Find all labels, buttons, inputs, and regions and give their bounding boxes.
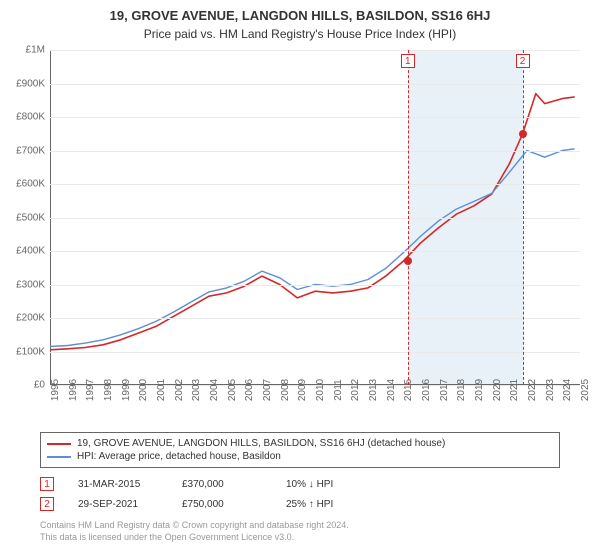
x-tick-label: 2017 bbox=[439, 379, 450, 401]
x-tick-label: 1995 bbox=[50, 379, 61, 401]
transaction-row: 2 29-SEP-2021 £750,000 25% ↑ HPI bbox=[40, 494, 366, 514]
footer-line-2: This data is licensed under the Open Gov… bbox=[40, 532, 349, 544]
transaction-table: 1 31-MAR-2015 £370,000 10% ↓ HPI 2 29-SEP-202… bbox=[40, 474, 366, 514]
transaction-point bbox=[404, 257, 412, 265]
transaction-vline bbox=[523, 50, 524, 385]
gridline bbox=[50, 285, 580, 286]
transaction-date: 29-SEP-2021 bbox=[78, 499, 158, 510]
transaction-date: 31-MAR-2015 bbox=[78, 479, 158, 490]
footer-line-1: Contains HM Land Registry data © Crown c… bbox=[40, 520, 349, 532]
y-tick-label: £900K bbox=[16, 78, 45, 89]
transaction-delta: 10% ↓ HPI bbox=[286, 479, 366, 490]
gridline bbox=[50, 318, 580, 319]
x-tick-label: 1996 bbox=[68, 379, 79, 401]
x-tick-label: 2004 bbox=[209, 379, 220, 401]
gridline bbox=[50, 84, 580, 85]
x-tick-label: 2020 bbox=[492, 379, 503, 401]
legend-item: HPI: Average price, detached house, Basi… bbox=[47, 450, 553, 463]
legend-swatch bbox=[47, 456, 71, 458]
x-tick-label: 2007 bbox=[262, 379, 273, 401]
x-tick-label: 1999 bbox=[121, 379, 132, 401]
legend-item: 19, GROVE AVENUE, LANGDON HILLS, BASILDO… bbox=[47, 437, 553, 450]
transaction-row-marker: 1 bbox=[40, 477, 54, 491]
legend-box: 19, GROVE AVENUE, LANGDON HILLS, BASILDO… bbox=[40, 432, 560, 468]
y-tick-label: £1M bbox=[26, 45, 45, 56]
gridline bbox=[50, 117, 580, 118]
gridline bbox=[50, 218, 580, 219]
x-tick-label: 2022 bbox=[527, 379, 538, 401]
transaction-row: 1 31-MAR-2015 £370,000 10% ↓ HPI bbox=[40, 474, 366, 494]
x-tick-label: 2025 bbox=[580, 379, 591, 401]
gridline bbox=[50, 251, 580, 252]
transaction-delta: 25% ↑ HPI bbox=[286, 499, 366, 510]
legend-swatch bbox=[47, 443, 71, 445]
series-property bbox=[50, 94, 575, 350]
y-tick-label: £400K bbox=[16, 246, 45, 257]
x-tick-label: 2008 bbox=[280, 379, 291, 401]
x-tick-label: 2001 bbox=[156, 379, 167, 401]
x-tick-label: 2010 bbox=[315, 379, 326, 401]
y-tick-label: £200K bbox=[16, 313, 45, 324]
legend-label: HPI: Average price, detached house, Basi… bbox=[77, 451, 281, 462]
transaction-price: £750,000 bbox=[182, 499, 262, 510]
x-tick-label: 2009 bbox=[297, 379, 308, 401]
x-tick-label: 2016 bbox=[421, 379, 432, 401]
y-tick-label: £500K bbox=[16, 212, 45, 223]
transaction-point bbox=[519, 130, 527, 138]
x-tick-label: 2021 bbox=[509, 379, 520, 401]
y-tick-label: £100K bbox=[16, 346, 45, 357]
x-tick-label: 2013 bbox=[368, 379, 379, 401]
gridline bbox=[50, 50, 580, 51]
y-tick-label: £700K bbox=[16, 145, 45, 156]
chart-subtitle: Price paid vs. HM Land Registry's House … bbox=[0, 23, 600, 41]
transaction-marker: 2 bbox=[516, 54, 530, 68]
gridline bbox=[50, 184, 580, 185]
x-tick-label: 2014 bbox=[386, 379, 397, 401]
x-tick-label: 2005 bbox=[227, 379, 238, 401]
x-tick-label: 2018 bbox=[456, 379, 467, 401]
x-tick-label: 1998 bbox=[103, 379, 114, 401]
x-tick-label: 2011 bbox=[333, 379, 344, 401]
y-tick-label: £800K bbox=[16, 112, 45, 123]
y-tick-label: £600K bbox=[16, 179, 45, 190]
transaction-marker: 1 bbox=[401, 54, 415, 68]
chart-title: 19, GROVE AVENUE, LANGDON HILLS, BASILDO… bbox=[0, 0, 600, 23]
x-tick-label: 2015 bbox=[403, 379, 414, 401]
x-tick-label: 2019 bbox=[474, 379, 485, 401]
transaction-row-marker: 2 bbox=[40, 497, 54, 511]
x-tick-label: 1997 bbox=[85, 379, 96, 401]
y-tick-label: £0 bbox=[34, 380, 45, 391]
x-tick-label: 2003 bbox=[191, 379, 202, 401]
gridline bbox=[50, 151, 580, 152]
y-tick-label: £300K bbox=[16, 279, 45, 290]
transaction-price: £370,000 bbox=[182, 479, 262, 490]
figure-container: 19, GROVE AVENUE, LANGDON HILLS, BASILDO… bbox=[0, 0, 600, 560]
chart-area: £0£100K£200K£300K£400K£500K£600K£700K£80… bbox=[50, 50, 580, 385]
x-tick-label: 2012 bbox=[350, 379, 361, 401]
x-tick-label: 2000 bbox=[138, 379, 149, 401]
gridline bbox=[50, 352, 580, 353]
legend-label: 19, GROVE AVENUE, LANGDON HILLS, BASILDO… bbox=[77, 438, 445, 449]
x-tick-label: 2002 bbox=[174, 379, 185, 401]
x-tick-label: 2006 bbox=[244, 379, 255, 401]
transaction-vline bbox=[408, 50, 409, 385]
x-tick-label: 2023 bbox=[545, 379, 556, 401]
attribution-footer: Contains HM Land Registry data © Crown c… bbox=[40, 520, 349, 543]
series-hpi bbox=[50, 149, 575, 347]
x-tick-label: 2024 bbox=[562, 379, 573, 401]
